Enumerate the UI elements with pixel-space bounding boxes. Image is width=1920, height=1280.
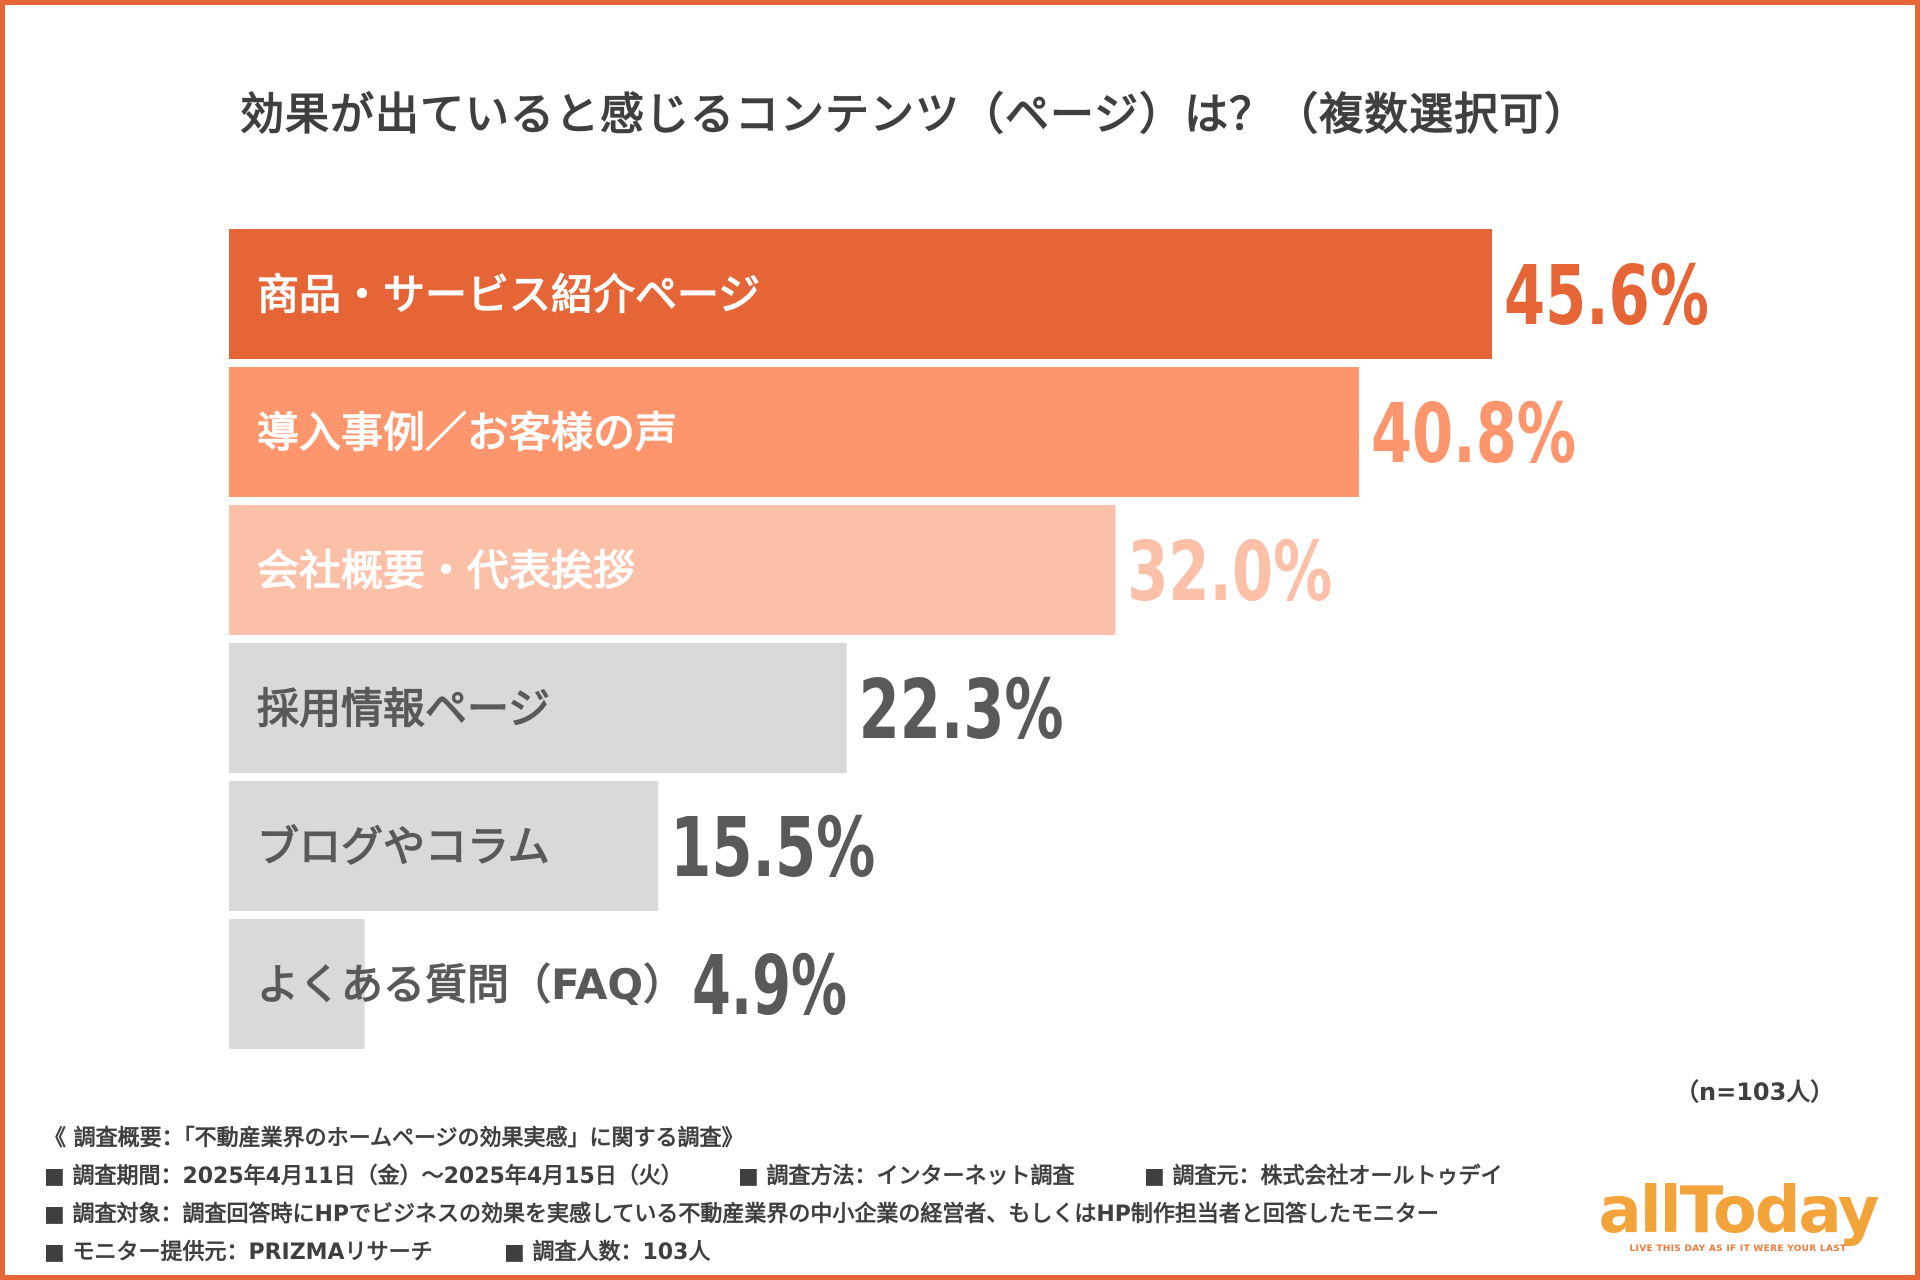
- bar-label-3: 会社概要・代表挨拶: [257, 546, 635, 595]
- survey-organizer: ■ 調査元：株式会社オールトゥデイ: [1144, 1164, 1503, 1189]
- bar-3: [229, 505, 1116, 635]
- value-label-2: 40.8%: [1371, 387, 1576, 482]
- bar-4: [229, 643, 847, 773]
- survey-target: ■ 調査対象：調査回答時にHPでビジネスの効果を実感している不動産業界の中小企業…: [44, 1202, 1439, 1227]
- logo-wordmark: allToday: [1598, 1174, 1880, 1248]
- bar-label-6: よくある質問（FAQ）: [257, 960, 685, 1009]
- logo-tagline: LIVE THIS DAY AS IF IT WERE YOUR LAST: [1629, 1244, 1847, 1254]
- chart-title: 効果が出ていると感じるコンテンツ（ページ）は？（複数選択可）: [240, 89, 1590, 140]
- bar-2: [229, 367, 1360, 497]
- value-label-4: 22.3%: [859, 663, 1064, 758]
- value-label-1: 45.6%: [1504, 249, 1709, 344]
- survey-period: ■ 調査期間：2025年4月11日（金）〜2025年4月15日（火）: [44, 1164, 683, 1189]
- bar-1: [229, 229, 1492, 359]
- survey-summary: 《 調査概要：「不動産業界のホームページの効果実感」に関する調査》: [44, 1126, 744, 1151]
- survey-respondents: ■ 調査人数：103人: [504, 1240, 711, 1265]
- company-logo: allToday LIVE THIS DAY AS IF IT WERE YOU…: [1588, 1174, 1888, 1260]
- value-label-6: 4.9%: [692, 939, 847, 1034]
- bar-6: [229, 919, 365, 1049]
- bar-5: [229, 781, 659, 911]
- survey-provider: ■ モニター提供元：PRIZMAリサーチ: [44, 1240, 433, 1265]
- sample-size: （n=103人）: [1675, 1078, 1835, 1106]
- value-label-3: 32.0%: [1127, 525, 1332, 620]
- survey-method: ■ 調査方法：インターネット調査: [738, 1164, 1075, 1189]
- bar-label-1: 商品・サービス紹介ページ: [257, 270, 760, 319]
- bar-label-2: 導入事例／お客様の声: [257, 408, 677, 457]
- value-label-5: 15.5%: [670, 801, 875, 896]
- bar-label-5: ブログやコラム: [257, 822, 550, 871]
- bar-label-4: 採用情報ページ: [257, 684, 550, 733]
